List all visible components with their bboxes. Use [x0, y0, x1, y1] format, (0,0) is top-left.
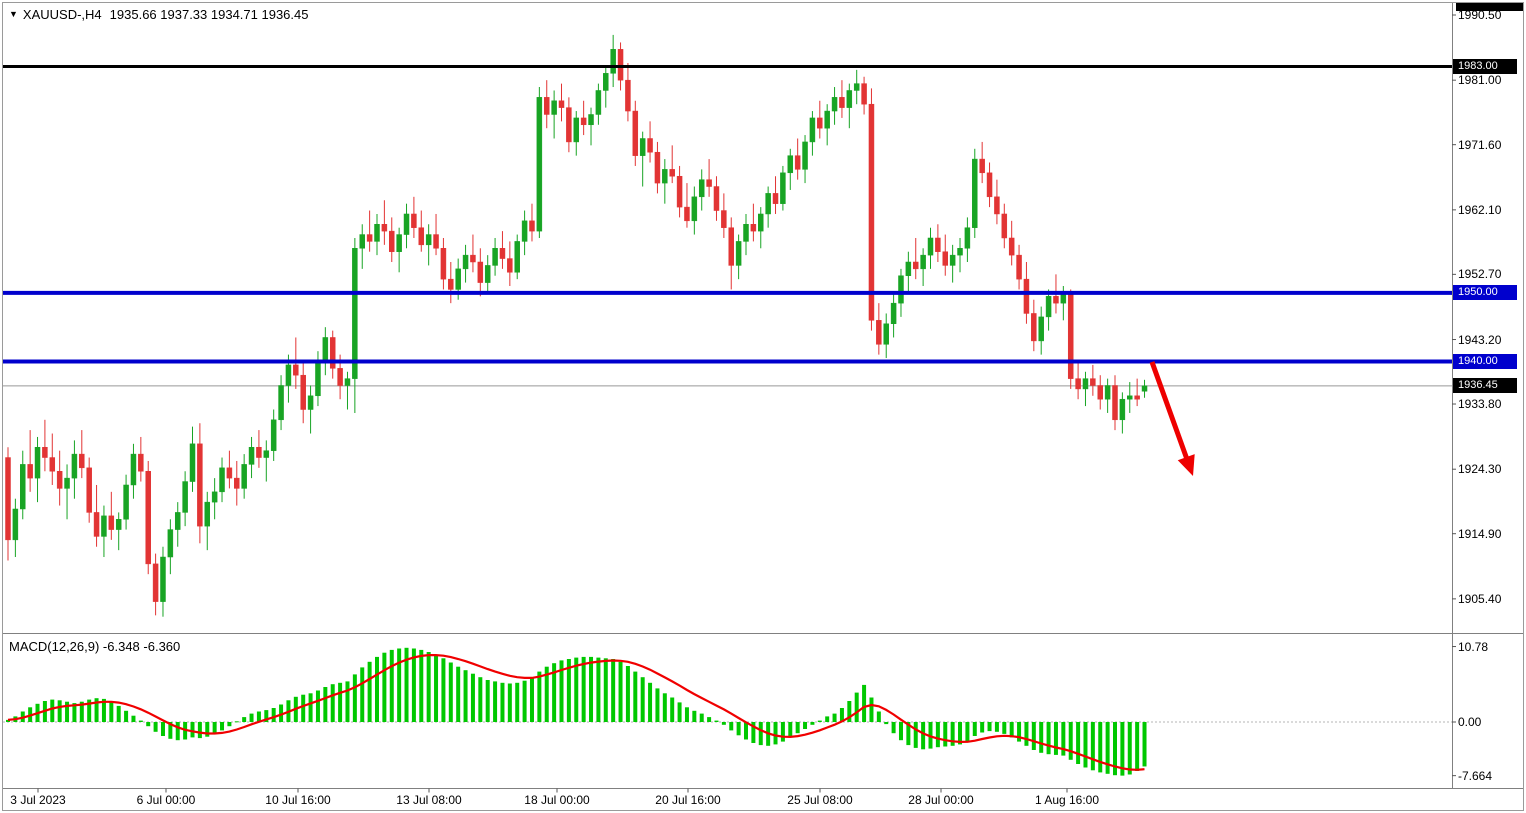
top-right-black-box — [1456, 2, 1524, 11]
macd-signal-line — [7, 653, 1145, 771]
candlestick-series — [5, 34, 1148, 617]
trend-arrow-shaft[interactable] — [1149, 361, 1192, 466]
axis-tick-marks — [37, 14, 1456, 793]
macd-histogram — [6, 647, 1147, 776]
trend-arrow-head[interactable] — [1177, 454, 1195, 476]
